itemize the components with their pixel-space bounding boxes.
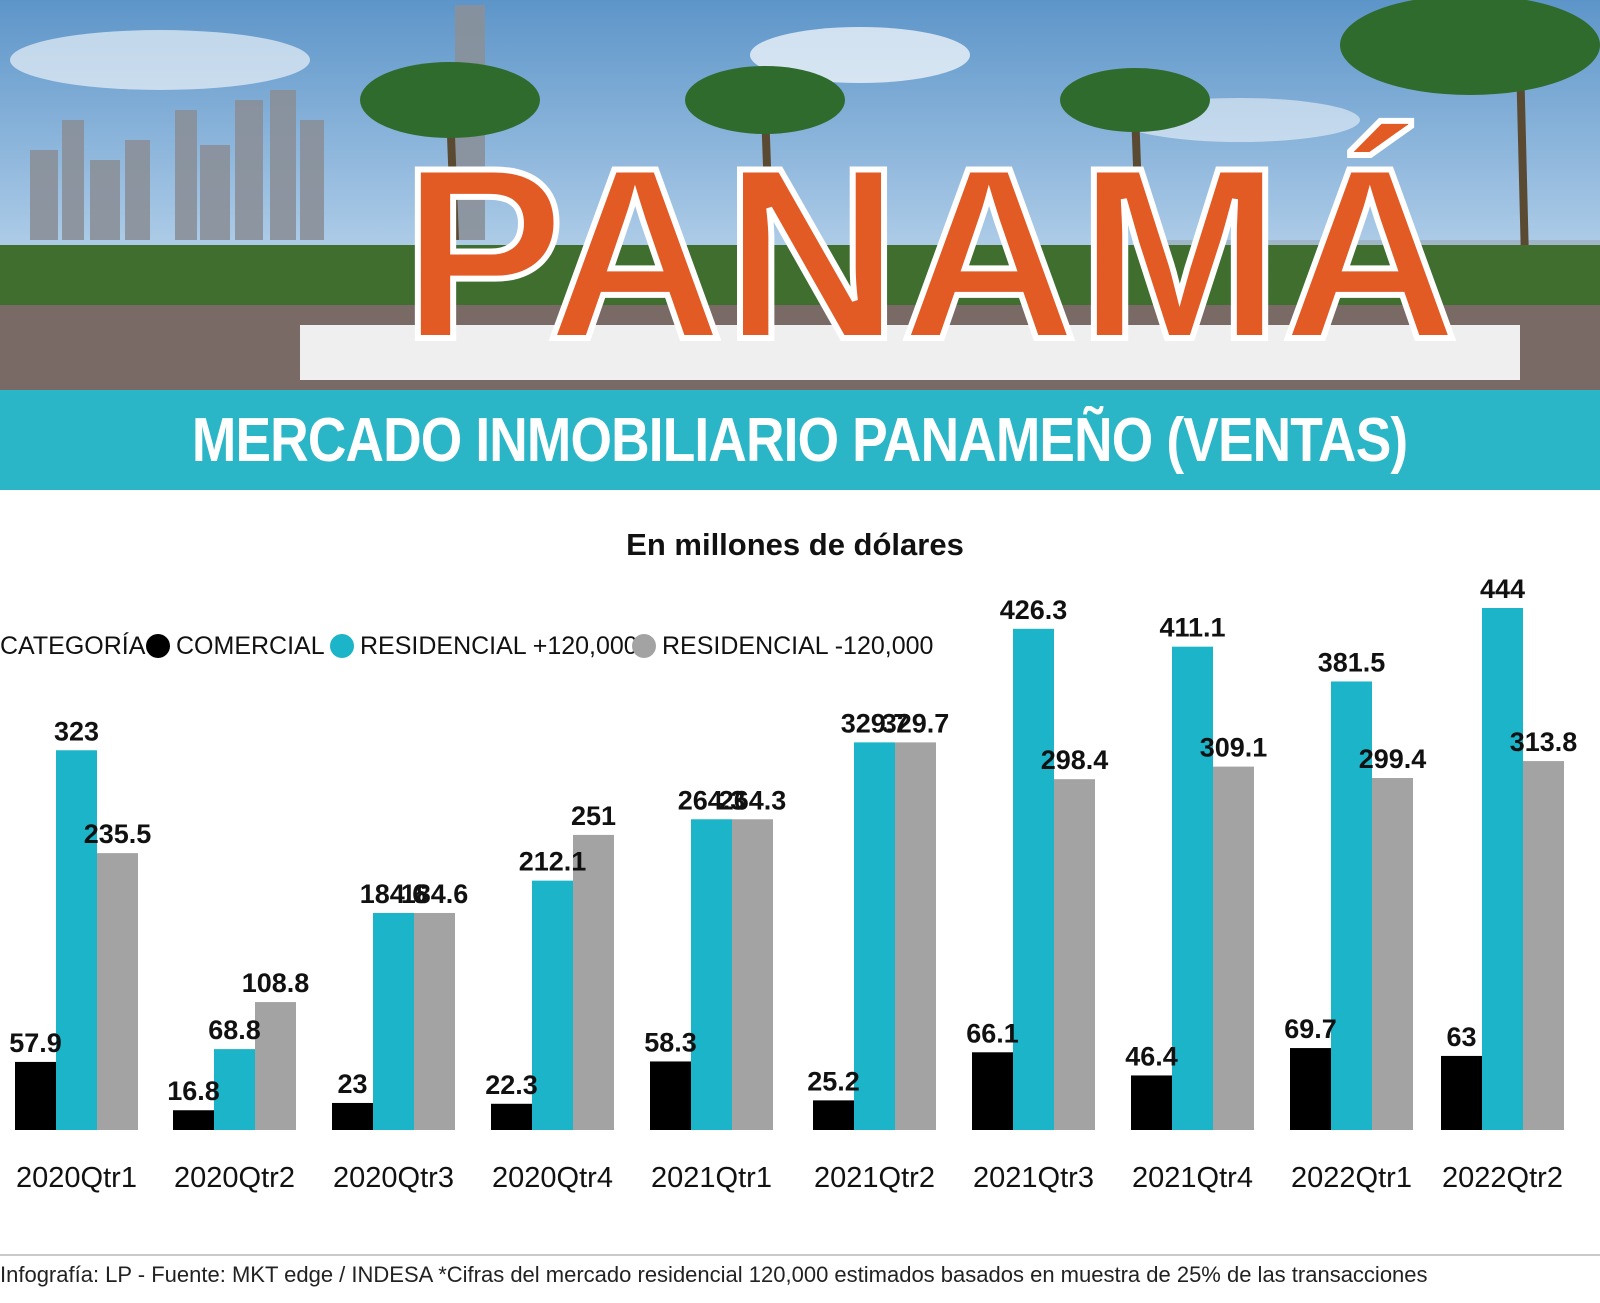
page-title: MERCADO INMOBILIARIO PANAMEÑO (VENTAS): [192, 405, 1408, 475]
panama-sign-photo: PANAMÁ: [0, 0, 1600, 390]
data-label: 235.5: [84, 819, 152, 849]
x-tick-label: 2022Qtr1: [1291, 1162, 1412, 1194]
x-tick-label: 2021Qtr3: [973, 1162, 1094, 1194]
x-tick-label: 2021Qtr1: [651, 1162, 772, 1194]
data-label: 108.8: [242, 968, 310, 998]
data-label: 22.3: [485, 1070, 538, 1100]
data-label: 23: [337, 1069, 367, 1099]
x-tick-label: 2020Qtr3: [333, 1162, 454, 1194]
data-label: 251: [571, 801, 616, 831]
data-label: 264.3: [719, 785, 787, 815]
legend-label: COMERCIAL: [176, 632, 325, 660]
data-label: 58.3: [644, 1027, 697, 1057]
bar: [650, 1061, 691, 1130]
bars-group: [15, 608, 1564, 1130]
bar: [1013, 628, 1054, 1130]
x-tick-label: 2021Qtr4: [1132, 1162, 1253, 1194]
x-tick-label: 2020Qtr4: [492, 1162, 613, 1194]
data-label: 381.5: [1318, 647, 1386, 677]
data-label: 184.6: [360, 879, 428, 909]
bar: [1213, 766, 1254, 1130]
bar: [1372, 778, 1413, 1130]
data-label: 444: [1480, 574, 1525, 604]
data-label: 329.7: [841, 708, 909, 738]
data-label: 313.8: [1510, 727, 1578, 757]
x-tick-label: 2020Qtr2: [174, 1162, 295, 1194]
bar: [56, 750, 97, 1130]
legend: CATEGORÍA COMERCIAL RESIDENCIAL +120,000 R…: [0, 631, 933, 660]
legend-label: RESIDENCIAL -120,000: [662, 632, 933, 660]
hero-photo: PANAMÁ: [0, 0, 1600, 390]
legend-title: CATEGORÍA: [0, 631, 146, 660]
bar: [1054, 779, 1095, 1130]
legend-label: RESIDENCIAL +120,000: [360, 632, 638, 660]
data-label: 212.1: [519, 847, 587, 877]
data-label: 46.4: [1125, 1041, 1178, 1071]
data-label: 69.7: [1284, 1014, 1337, 1044]
data-label: 329.7: [882, 708, 950, 738]
data-label: 16.8: [167, 1076, 220, 1106]
bar: [1523, 761, 1564, 1130]
data-label: 264.3: [678, 785, 746, 815]
bar: [573, 834, 614, 1130]
bar: [1441, 1055, 1482, 1130]
bar: [1482, 608, 1523, 1130]
bar: [97, 853, 138, 1130]
footer-source: Infografía: LP - Fuente: MKT edge / INDE…: [0, 1262, 1428, 1287]
chart-svg: En millones de dólares CATEGORÍA COMERCI…: [0, 527, 1577, 1194]
data-label: 184.6: [401, 879, 469, 909]
data-label: 426.3: [1000, 595, 1068, 625]
chart-title: En millones de dólares: [626, 527, 964, 562]
bar: [972, 1052, 1013, 1130]
bar: [813, 1100, 854, 1130]
legend-swatch: [146, 634, 170, 658]
title-band: MERCADO INMOBILIARIO PANAMEÑO (VENTAS): [0, 390, 1600, 490]
bar: [1331, 681, 1372, 1130]
bar: [691, 819, 732, 1130]
data-label: 411.1: [1159, 613, 1225, 643]
bar: [173, 1110, 214, 1130]
legend-swatch: [330, 634, 354, 658]
bar: [255, 1002, 296, 1130]
bar: [1131, 1075, 1172, 1130]
data-label: 323: [54, 716, 99, 746]
legend-swatch: [632, 634, 656, 658]
bar: [1172, 646, 1213, 1130]
bar: [532, 880, 573, 1130]
bar: [854, 742, 895, 1130]
data-label: 66.1: [966, 1018, 1019, 1048]
bar-chart: En millones de dólares CATEGORÍA COMERCI…: [0, 490, 1600, 1250]
data-label: 299.4: [1359, 744, 1427, 774]
data-label: 68.8: [208, 1015, 261, 1045]
data-label: 63: [1446, 1022, 1476, 1052]
bar: [373, 912, 414, 1130]
bar: [491, 1103, 532, 1130]
bar: [214, 1049, 255, 1130]
x-tick-label: 2022Qtr2: [1442, 1162, 1563, 1194]
bar: [895, 742, 936, 1130]
x-tick-labels-group: 2020Qtr1 2020Qtr2 2020Qtr3 2020Qtr4 2021Qtr1…: [16, 1162, 1563, 1194]
bar: [732, 819, 773, 1130]
x-tick-label: 2020Qtr1: [16, 1162, 137, 1194]
data-label: 309.1: [1200, 733, 1268, 763]
bar: [332, 1102, 373, 1130]
data-label: 298.4: [1041, 745, 1109, 775]
data-label: 25.2: [807, 1066, 860, 1096]
data-label: 57.9: [9, 1028, 62, 1058]
x-tick-label: 2021Qtr2: [814, 1162, 935, 1194]
bar: [414, 912, 455, 1130]
bar: [1290, 1048, 1331, 1130]
footer-divider: [0, 1254, 1600, 1256]
panama-sign-letters: PANAMÁ: [401, 116, 1458, 390]
bar: [15, 1061, 56, 1130]
